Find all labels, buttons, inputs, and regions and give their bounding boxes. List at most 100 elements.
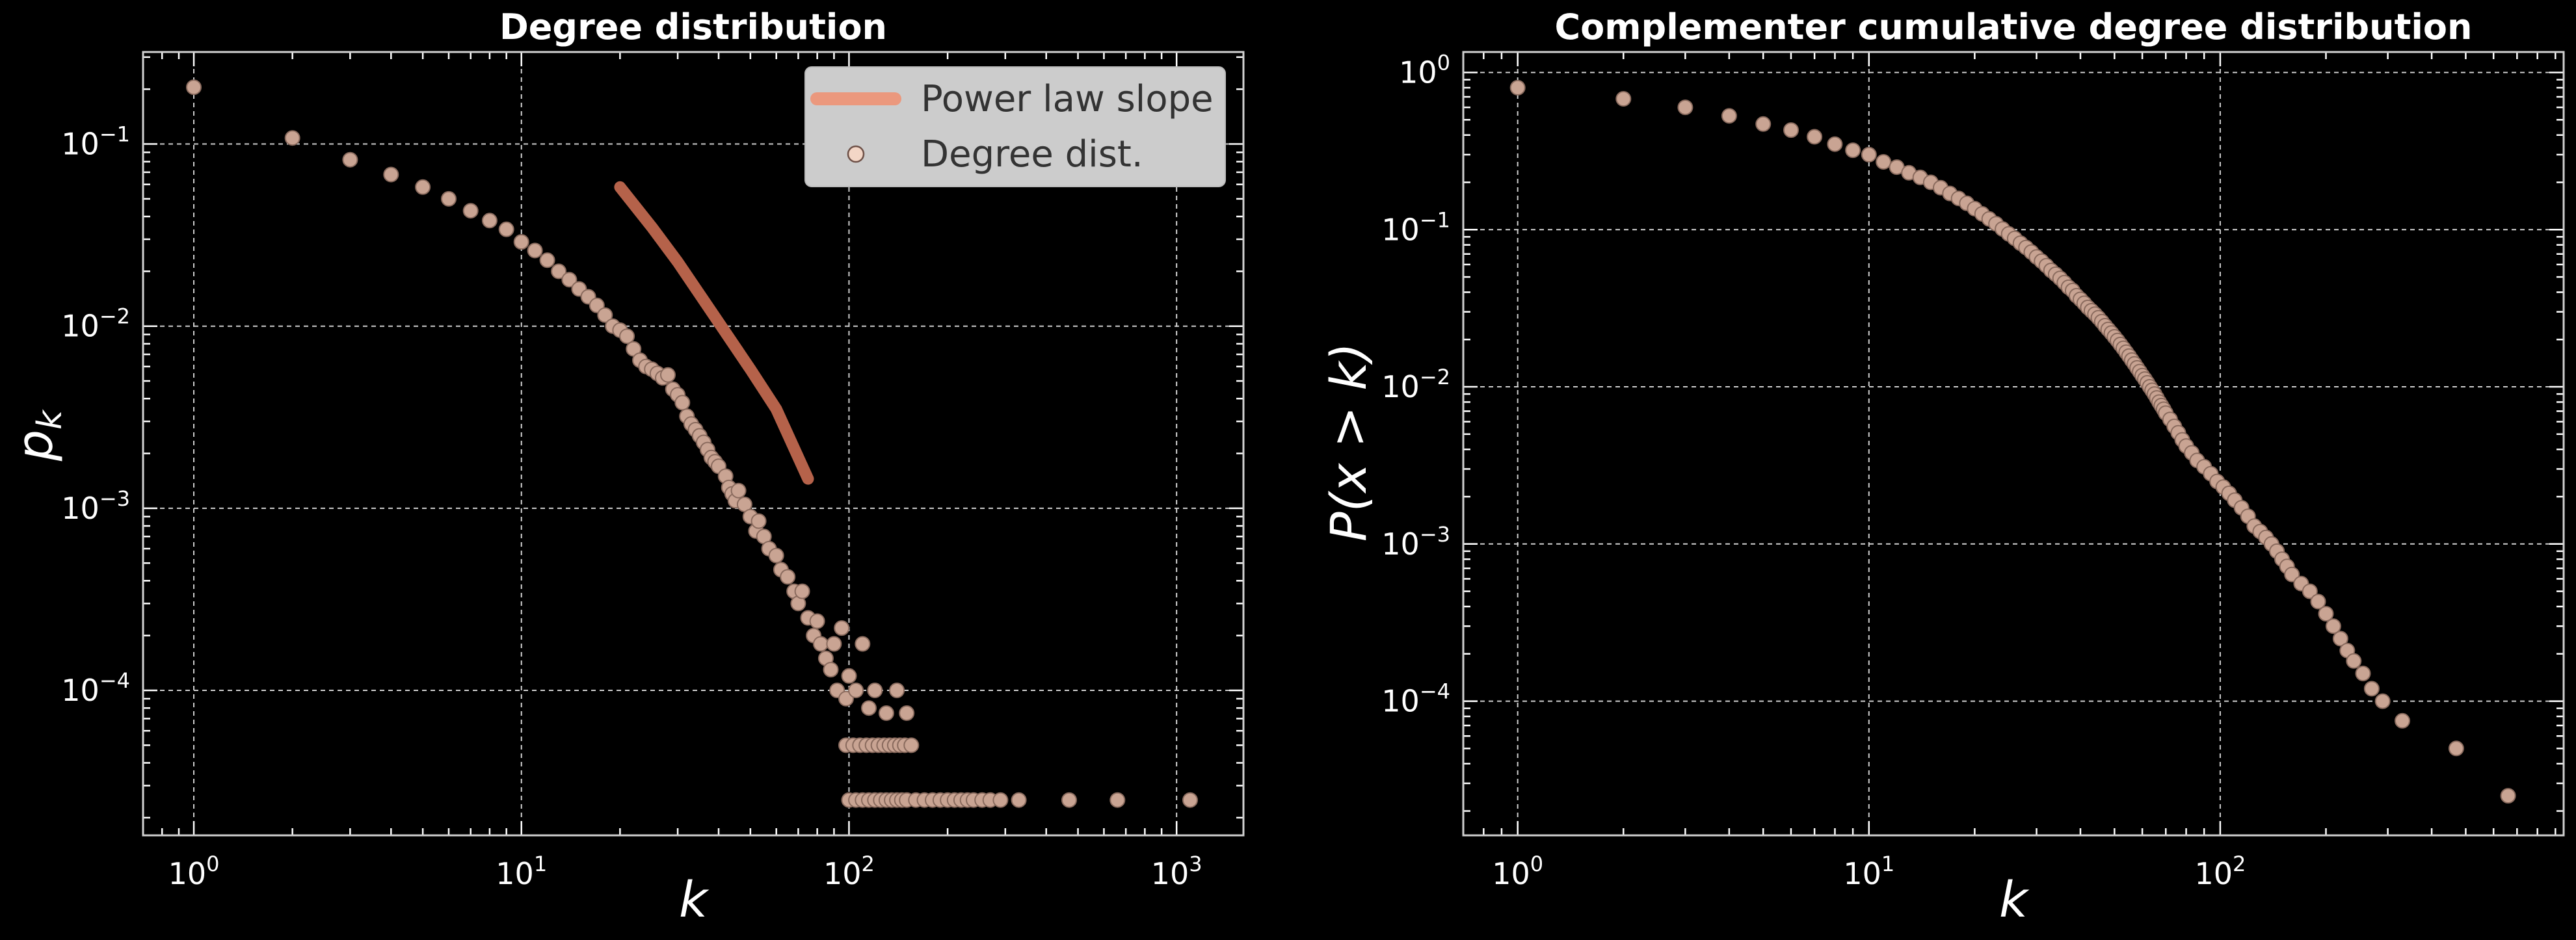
ccdf-point [2284, 566, 2300, 582]
degree-dist-point [619, 328, 635, 345]
left-y-tick-label: 10−1 [61, 122, 130, 162]
left-y-tick-label: 10−2 [61, 304, 130, 344]
degree-dist-point [1011, 792, 1027, 808]
left-y-axis-label: pk [6, 409, 70, 462]
degree-dist-point [561, 272, 578, 288]
degree-dist-point [342, 151, 358, 168]
degree-dist-point [284, 130, 300, 146]
right-y-tick-label: 10−2 [1381, 365, 1450, 404]
left-chart-title: Degree distribution [499, 7, 887, 47]
degree-dist-point [462, 203, 479, 219]
degree-dist-point [867, 683, 883, 698]
left-plot-frame [142, 51, 1245, 837]
degree-dist-point [813, 636, 829, 652]
degree-dist-point [527, 242, 543, 259]
degree-dist-point [660, 367, 676, 383]
power-law-slope-line [614, 181, 814, 485]
degree-dist-point [415, 179, 431, 195]
ccdf-point [2374, 693, 2391, 709]
ccdf-point [2363, 681, 2380, 697]
degree-dist-point [889, 683, 905, 698]
left-y-tick-label: 10−4 [61, 668, 130, 708]
legend: Power law slope Degree dist. [804, 66, 1226, 187]
degree-distribution-panel: Degree distribution 100 101 102 103 10−1 10−2… [6, 7, 1245, 928]
left-y-tick-label: 10−3 [61, 486, 130, 526]
degree-dist-point [794, 583, 810, 599]
right-y-tick-label: 100 [1399, 51, 1450, 90]
ccdf-point [2355, 666, 2371, 681]
degree-dist-point [903, 737, 920, 753]
legend-degree-dist-label: Degree dist. [921, 133, 1143, 176]
left-x-tick-label: 103 [1151, 852, 1202, 891]
ccdf-point [2325, 618, 2341, 634]
ccdf-point [1827, 136, 1843, 152]
degree-dist-point [597, 307, 613, 323]
ccdf-point [1876, 154, 1892, 170]
legend-degree-dist-swatch [847, 145, 865, 163]
ccdf-point [1783, 122, 1799, 138]
degree-dist-point [186, 79, 202, 96]
legend-box [804, 66, 1226, 187]
right-y-tick-label: 10−3 [1381, 522, 1450, 562]
degree-dist-point [899, 705, 915, 721]
degree-dist-point [809, 613, 825, 629]
ccdf-point [1615, 91, 1632, 107]
ccdf-point [2332, 631, 2348, 647]
ccdf-point [2448, 740, 2464, 757]
degree-dist-point [878, 705, 894, 721]
degree-dist-point [730, 482, 747, 499]
degree-dist-point [750, 513, 767, 529]
degree-dist-point [1182, 792, 1198, 808]
ccdf-point [1845, 142, 1861, 159]
degree-dist-point [383, 166, 399, 183]
degree-dist-point [841, 668, 857, 684]
degree-dist-point [992, 792, 1009, 808]
ccdf-point [1807, 129, 1823, 145]
right-y-tick-label: 10−1 [1381, 207, 1450, 247]
left-x-tick-label: 102 [823, 852, 875, 891]
ccdf-point [1755, 116, 1772, 132]
degree-dist-point [838, 690, 854, 707]
degree-dist-point [513, 234, 529, 250]
degree-dist-point [551, 263, 567, 280]
left-x-axis-label: k [679, 870, 710, 928]
degree-dist-point [539, 252, 555, 268]
degree-dist-point [855, 636, 871, 652]
degree-dist-point [1061, 792, 1077, 808]
ccdf-point [2500, 788, 2516, 804]
ccdf-point [2302, 583, 2318, 599]
left-x-tick-label: 100 [168, 852, 220, 891]
degree-dist-point [1109, 792, 1126, 808]
right-x-tick-label: 101 [1843, 852, 1894, 891]
degree-dist-point [780, 569, 796, 585]
degree-dist-point [498, 221, 514, 237]
ccdf-point [1861, 146, 1877, 163]
right-plot-frame [1462, 51, 2565, 837]
ccdf-panel: Complementer cumulative degree distribut… [1320, 7, 2565, 928]
degree-dist-point [481, 213, 498, 229]
degree-dist-point [848, 683, 864, 698]
ccdf-point [2310, 594, 2326, 610]
right-x-axis-label: k [1999, 870, 2030, 928]
left-x-tick-label: 101 [496, 852, 547, 891]
legend-power-law-label: Power law slope [921, 78, 1214, 120]
right-x-tick-label: 102 [2194, 852, 2246, 891]
ccdf-point [1721, 108, 1737, 124]
degree-dist-point [768, 547, 784, 564]
ccdf-point [2318, 606, 2334, 622]
right-chart-title: Complementer cumulative degree distribut… [1555, 7, 2473, 47]
degree-dist-point [826, 636, 842, 652]
ccdf-point [2395, 712, 2410, 729]
degree-dist-point [861, 700, 877, 716]
right-x-tick-label: 100 [1492, 852, 1543, 891]
right-y-tick-label: 10−4 [1381, 679, 1450, 719]
degree-dist-point [834, 620, 850, 636]
ccdf-point [1677, 99, 1693, 116]
ccdf-point [1509, 79, 1526, 96]
degree-dist-point [674, 395, 691, 411]
right-y-axis-label: P(x > k) [1320, 343, 1377, 542]
degree-dist-point [823, 662, 839, 678]
ccdf-point [2346, 653, 2362, 669]
degree-dist-point [441, 190, 457, 207]
